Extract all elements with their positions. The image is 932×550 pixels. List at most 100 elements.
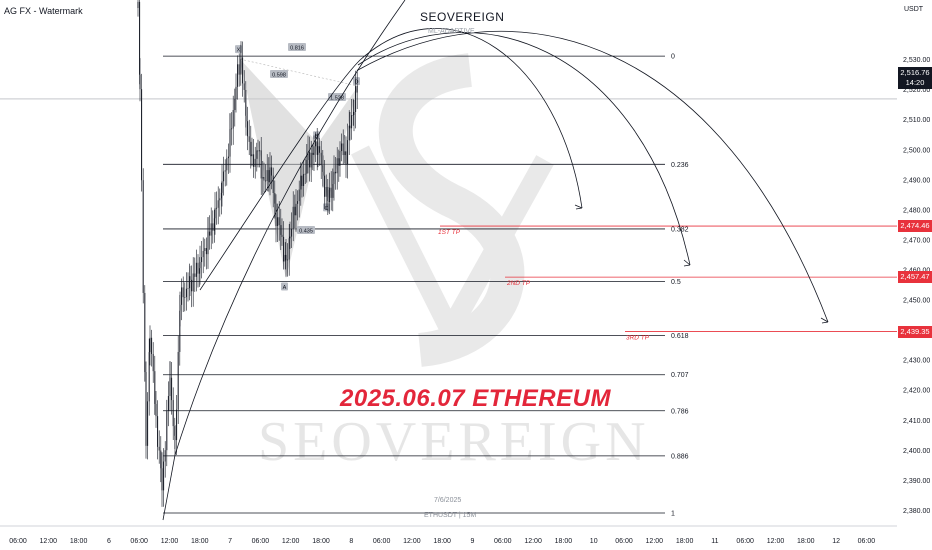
candle-body (251, 154, 253, 157)
candle-body (160, 450, 162, 469)
candle-body (288, 238, 290, 260)
y-tick-label: 2,480.00 (903, 207, 930, 214)
pattern-ratio-badge (288, 43, 306, 51)
projection-curve (357, 32, 691, 266)
candle-body (189, 276, 191, 280)
candle-body (227, 156, 229, 159)
candle-body (352, 114, 354, 116)
candle-body (179, 304, 181, 311)
x-tick-label: 18:00 (797, 538, 815, 545)
candle-body (174, 435, 176, 441)
candle-body (310, 152, 312, 168)
pattern-point-badge (281, 282, 288, 291)
candle-body (231, 128, 233, 130)
watermark-date: 7/6/2025 (434, 497, 462, 504)
candle-body (289, 236, 291, 239)
candle-body (163, 461, 165, 491)
candle-body (254, 158, 256, 167)
candle-body (297, 201, 299, 204)
x-tick-label: 12:00 (282, 538, 300, 545)
candle-body (280, 225, 282, 235)
candle-body (147, 401, 149, 446)
candle-body (259, 150, 261, 152)
y-tick-label: 2,380.00 (903, 508, 930, 515)
candle-body (151, 337, 153, 354)
candle-body (148, 352, 150, 402)
candle-body (161, 468, 163, 491)
candle-body (157, 416, 159, 447)
tp-price-badge: 2,439.35 (898, 325, 932, 338)
y-tick-label: 2,460.00 (903, 268, 930, 275)
candle-body (187, 288, 189, 289)
fib-level-label: 0 (671, 54, 675, 61)
candle-body (238, 64, 240, 75)
candle-body (342, 143, 344, 156)
candle-body (274, 192, 276, 204)
candle-body (195, 262, 197, 277)
y-tick-label: 2,450.00 (903, 298, 930, 305)
candle-body (152, 353, 154, 372)
projection-curve (199, 28, 583, 291)
candle-body (271, 167, 273, 176)
fib-level-label: 0.382 (671, 226, 689, 233)
pattern-ratio-label: 0.598 (272, 73, 286, 79)
projection-curve (357, 30, 829, 323)
candle-body (355, 86, 357, 112)
projection-arrow-head (683, 259, 691, 266)
tp-label: 3RD TP (626, 335, 650, 342)
x-tick-label: 06:00 (858, 538, 876, 545)
fib-level-label: 0.5 (671, 279, 681, 286)
candle-body (242, 57, 244, 84)
candle-body (341, 143, 343, 152)
candle-body (248, 136, 250, 142)
candle-body (253, 154, 255, 167)
candle-body (199, 268, 201, 274)
candle-body (137, 1, 139, 8)
candle-body (232, 110, 234, 129)
candle-body (189, 276, 191, 289)
x-tick-label: 9 (471, 538, 475, 545)
candle-body (145, 372, 147, 446)
candle-body (243, 83, 245, 90)
candle-body (204, 248, 206, 251)
x-tick-label: 18:00 (676, 538, 694, 545)
watermark-symbol: ETHUSDT | 15M (424, 512, 477, 519)
candle-body (144, 292, 146, 373)
x-tick-label: 11 (711, 538, 718, 545)
pattern-triangle-bcd (318, 86, 358, 201)
brand-sub: ML-ADAPTIVE (428, 28, 475, 35)
candle-body (234, 98, 236, 111)
y-tick-label: 2,400.00 (903, 448, 930, 455)
candle-body (167, 396, 169, 411)
candle-body (268, 170, 270, 183)
candle-body (349, 125, 351, 129)
candle-body (177, 351, 179, 410)
candle-body (149, 337, 151, 353)
x-tick-label: 06:00 (615, 538, 633, 545)
candle-body (278, 217, 280, 226)
candle-body (298, 189, 300, 202)
candle-body (237, 64, 239, 87)
candle-body (306, 160, 308, 174)
candle-body (219, 198, 221, 201)
candle-body (275, 203, 277, 227)
candle-body (247, 121, 249, 137)
candle-body (172, 400, 174, 427)
candle-body (216, 207, 218, 209)
candle-body (217, 200, 219, 208)
candle-body (257, 150, 259, 152)
candle-body (155, 403, 157, 417)
candle-body (142, 180, 144, 293)
tp-price-badge: 2,474.46 (898, 220, 932, 233)
candle-body (319, 146, 321, 153)
candle-body (287, 259, 289, 261)
candle-body (292, 206, 294, 229)
y-tick-label: 2,530.00 (903, 57, 930, 64)
candle-body (324, 175, 326, 197)
projection-arrow-head (574, 204, 583, 209)
pattern-point-badge (235, 45, 242, 54)
candle-body (192, 273, 194, 292)
candle-body (303, 174, 305, 186)
candle-body (245, 89, 247, 116)
